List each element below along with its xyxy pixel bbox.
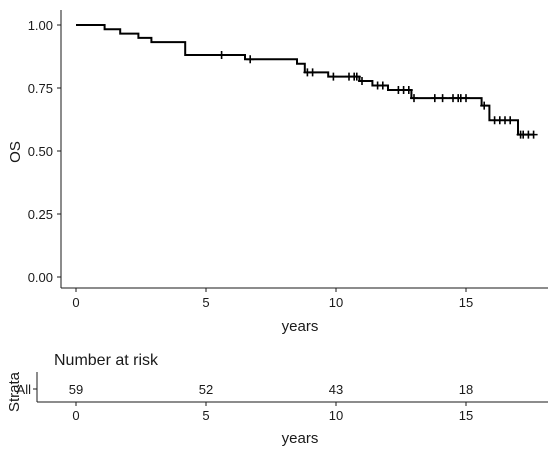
- y-axis-label: OS: [7, 141, 24, 163]
- x-tick-label: 5: [202, 295, 209, 310]
- risk-x-tick-label: 5: [202, 408, 209, 423]
- censor-mark: [529, 130, 538, 139]
- risk-table: Number at risk Strata All 59 52 43 18 0 5 10 15…: [6, 352, 548, 447]
- risk-count: 43: [329, 382, 343, 397]
- y-tick-label: 1.00: [28, 18, 53, 33]
- censor-mark: [358, 76, 366, 85]
- y-tick-label: 0.00: [28, 270, 53, 285]
- censor-mark: [404, 86, 413, 95]
- censor-mark: [246, 55, 255, 64]
- x-tick-label: 10: [329, 295, 343, 310]
- x-tick-label: 15: [459, 295, 473, 310]
- risk-table-strata-label: Strata: [6, 371, 23, 412]
- risk-row-label: All: [17, 382, 32, 397]
- risk-table-rows: All 59 52 43 18: [17, 382, 474, 397]
- censor-mark: [438, 94, 447, 103]
- x-axis-label: years: [282, 318, 319, 335]
- risk-x-axis-ticks: 0 5 10 15: [72, 402, 473, 423]
- risk-count: 59: [69, 382, 83, 397]
- censor-marks: [217, 50, 538, 139]
- risk-table-title: Number at risk: [54, 352, 159, 369]
- risk-count: 52: [199, 382, 213, 397]
- x-axis-ticks: 0 5 10 15: [72, 288, 473, 310]
- risk-x-tick-label: 10: [329, 408, 343, 423]
- censor-mark: [506, 116, 515, 125]
- risk-count: 18: [459, 382, 473, 397]
- censor-mark: [410, 94, 418, 103]
- censor-mark: [480, 101, 489, 110]
- censor-mark: [329, 72, 338, 81]
- x-tick-label: 0: [72, 295, 79, 310]
- censor-mark: [217, 50, 226, 59]
- risk-x-axis-label: years: [282, 430, 319, 447]
- risk-x-tick-label: 15: [459, 408, 473, 423]
- y-tick-label: 0.25: [28, 207, 53, 222]
- censor-mark: [308, 68, 317, 77]
- y-tick-label: 0.75: [28, 81, 53, 96]
- survival-plot: 0.00 0.25 0.50 0.75 1.00 0 5 10 15 years OS: [7, 10, 548, 335]
- y-tick-label: 0.50: [28, 144, 53, 159]
- risk-x-tick-label: 0: [72, 408, 79, 423]
- censor-mark: [430, 94, 439, 103]
- censor-mark: [352, 72, 361, 81]
- censor-mark: [462, 94, 470, 103]
- censor-mark: [378, 81, 387, 90]
- y-axis-ticks: 0.00 0.25 0.50 0.75 1.00: [28, 18, 61, 285]
